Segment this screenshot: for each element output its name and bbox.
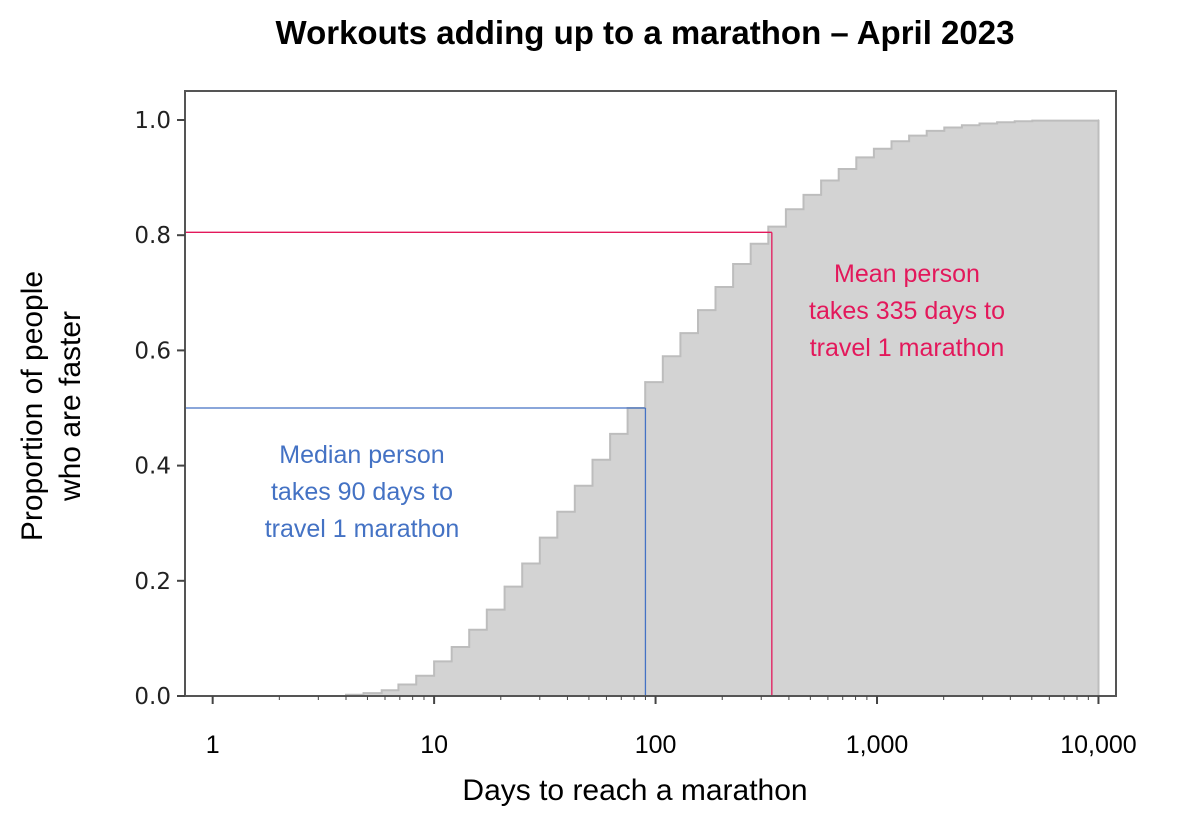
annotation-text-line: takes 335 days to — [809, 297, 1005, 325]
cdf-point — [591, 459, 594, 461]
cdf-point — [503, 585, 506, 588]
cdf-point — [539, 536, 541, 539]
plot-frame — [184, 90, 1117, 697]
y-axis: 0.0 0.2 0.4 0.6 0.8 1.0 — [134, 108, 185, 710]
cdf-point — [925, 130, 928, 132]
y-tick-label: 0.2 — [134, 569, 171, 595]
y-tick-label: 0.4 — [134, 454, 171, 480]
y-tick-label: 0.6 — [134, 338, 171, 364]
cdf-point — [556, 510, 559, 513]
cdf-point — [961, 124, 963, 126]
cdf-point — [1097, 119, 1100, 121]
cdf-point — [749, 243, 752, 245]
cdf-point — [890, 140, 893, 143]
cdf-point — [873, 148, 875, 150]
cdf-point — [609, 433, 611, 435]
cdf-point — [802, 194, 805, 196]
cdf-point — [662, 355, 664, 358]
cdf-point — [943, 126, 946, 129]
x-axis: 1 10 100 1,000 10,000 — [206, 696, 1137, 759]
y-axis-title-line-1: Proportion of people — [16, 271, 49, 541]
annotation-text-line: travel 1 marathon — [265, 515, 460, 543]
y-tick-label: 1.0 — [134, 108, 171, 134]
cdf-point — [697, 309, 699, 311]
annotation-lines — [185, 231, 773, 696]
cdf-point — [855, 156, 858, 159]
x-tick-label: 10,000 — [1060, 731, 1136, 759]
cdf-point — [644, 381, 646, 383]
y-axis-title-line-2: who are faster — [54, 311, 87, 502]
cdf-point — [996, 121, 998, 124]
annotation-text-line: takes 90 days to — [271, 478, 453, 506]
x-axis-title: Days to reach a marathon — [462, 774, 807, 807]
x-tick-label: 10 — [420, 731, 448, 759]
cdf-point — [837, 168, 840, 170]
cdf-point — [486, 608, 488, 611]
cdf-point — [521, 562, 523, 565]
cdf-point — [732, 263, 734, 265]
annotation-text-line: Median person — [279, 441, 444, 469]
cdf-area — [345, 119, 1100, 697]
cdf-point — [380, 689, 383, 691]
chart-title: Workouts adding up to a marathon – April… — [275, 14, 1015, 51]
cdf-point — [1031, 119, 1034, 122]
cdf-point — [362, 692, 365, 694]
cdf-point — [908, 134, 910, 137]
cdf-point — [468, 629, 471, 631]
annotation-text-line: Mean person — [834, 260, 980, 288]
cdf-point — [433, 660, 435, 663]
annotation-text-line: travel 1 marathon — [810, 334, 1005, 362]
cdf-point — [978, 122, 981, 125]
x-tick-label: 1 — [206, 731, 220, 759]
cdf-point — [1013, 120, 1016, 122]
cdf-point — [820, 179, 822, 182]
x-tick-label: 1,000 — [846, 731, 909, 759]
y-tick-label: 0.8 — [134, 223, 171, 249]
cdf-point — [450, 646, 453, 648]
cdf-point — [415, 675, 418, 677]
cdf-point — [767, 225, 770, 228]
cdf-point — [679, 332, 682, 334]
cdf-point — [574, 485, 576, 487]
cdf-step-area — [345, 119, 1100, 697]
annotation-texts: Median person takes 90 days to travel 1 ma… — [265, 260, 1005, 543]
cdf-point — [397, 683, 400, 686]
cdf-point — [714, 286, 717, 288]
cdf-point — [785, 208, 787, 211]
y-tick-label: 0.0 — [134, 684, 171, 710]
x-tick-label: 100 — [635, 731, 677, 759]
